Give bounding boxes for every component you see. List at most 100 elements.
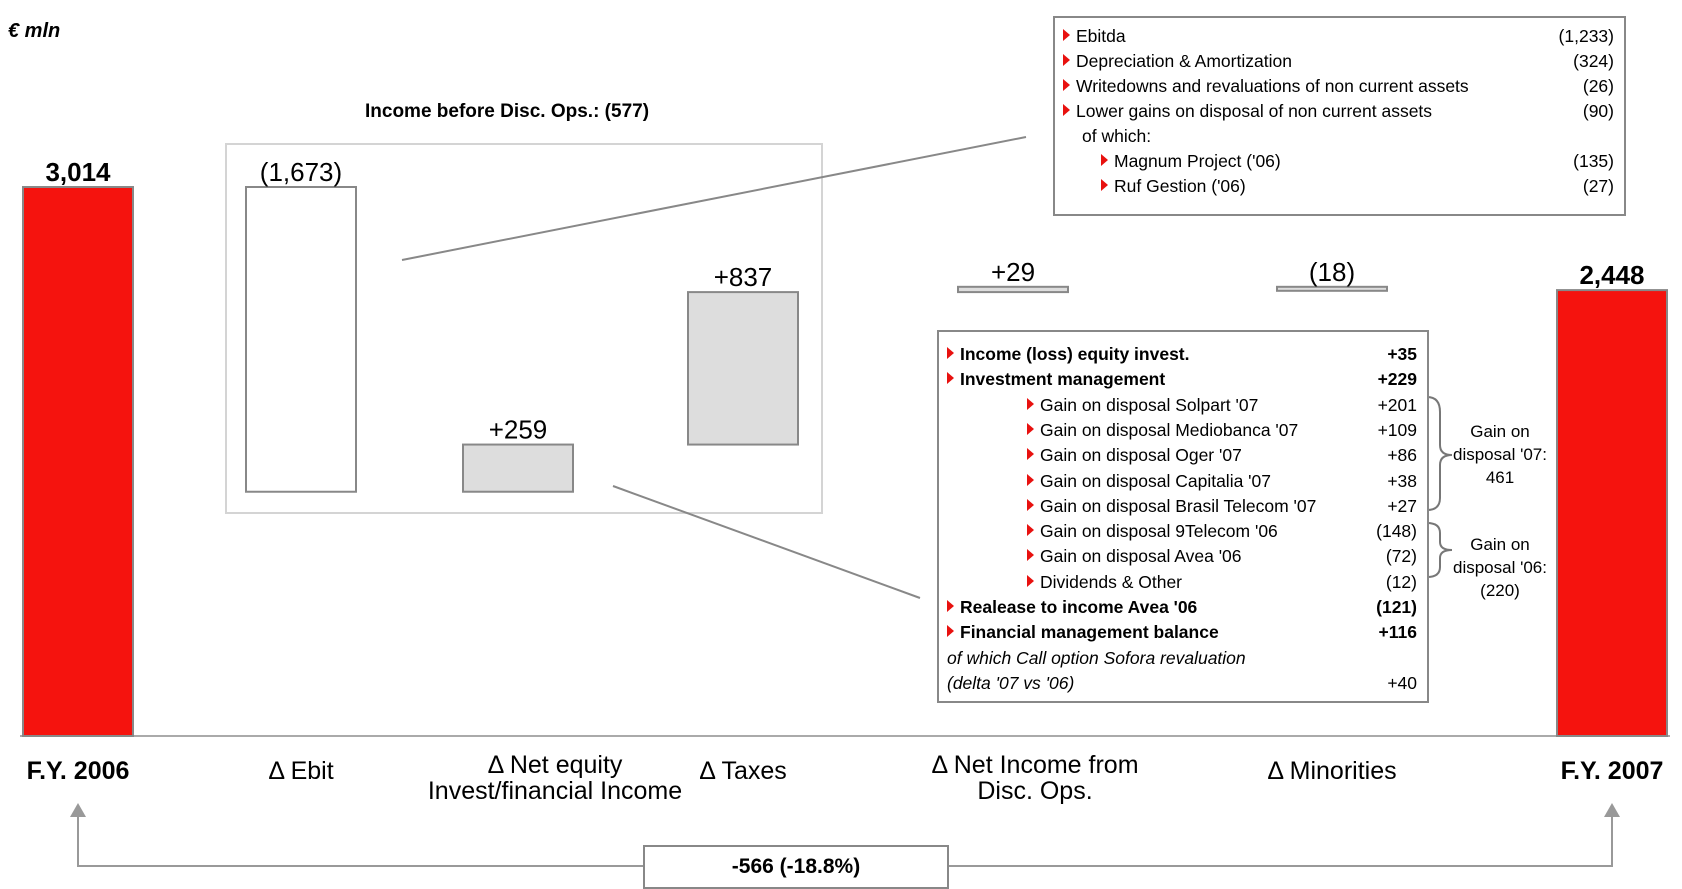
equity-item-row: Income (loss) equity invest. +35 xyxy=(939,344,1417,368)
category-label-6: F.Y. 2007 xyxy=(1560,757,1664,785)
value-label-1: (1,673) xyxy=(260,157,342,187)
equity-item-value: +201 xyxy=(1377,394,1417,415)
callout-line-ebit xyxy=(401,136,1027,261)
equity-item-value: +229 xyxy=(1377,369,1417,390)
equity-item-label: Dividends & Other xyxy=(1027,572,1182,593)
equity-item-row: Gain on disposal 9Telecom '06 (148) xyxy=(939,521,1417,545)
bullet-triangle-icon xyxy=(947,347,954,359)
arrow-up-left-icon xyxy=(70,803,86,817)
ebit-breakdown-callout: Ebitda (1,233) Depreciation & Amortization… xyxy=(1053,16,1626,216)
value-label-4: +29 xyxy=(991,257,1035,287)
bar-6 xyxy=(1556,289,1668,737)
bullet-triangle-icon xyxy=(1063,54,1070,66)
category-label-5: Δ Minorities xyxy=(1267,757,1397,785)
bullet-triangle-icon xyxy=(1027,574,1034,587)
ebit-item-value: (135) xyxy=(1573,151,1614,171)
equity-item-label: Gain on disposal Brasil Telecom '07 xyxy=(1027,496,1316,517)
equity-item-row: Gain on disposal Brasil Telecom '07 +27 xyxy=(939,496,1417,520)
ebit-item-label: Depreciation & Amortization xyxy=(1063,51,1292,72)
ebit-item-label: Magnum Project ('06) xyxy=(1101,151,1281,172)
total-change-connector xyxy=(77,815,1613,867)
bullet-triangle-icon xyxy=(1027,473,1034,486)
equity-item-label: Gain on disposal Oger '07 xyxy=(1027,445,1242,466)
brace-2006-icon xyxy=(1426,522,1453,578)
equity-item-row: Gain on disposal Oger '07 +86 xyxy=(939,445,1417,469)
equity-item-row: of which Call option Sofora revaluation xyxy=(939,648,1417,672)
value-label-3: +837 xyxy=(714,262,773,292)
ebit-item-value: (26) xyxy=(1582,76,1614,96)
equity-item-row: Realease to income Avea '06 (121) xyxy=(939,597,1417,621)
equity-item-value: +86 xyxy=(1387,445,1417,466)
bar-4 xyxy=(957,285,1069,294)
equity-item-value: (121) xyxy=(1376,597,1417,617)
ebit-item-value: (27) xyxy=(1582,176,1614,196)
bullet-triangle-icon xyxy=(1063,104,1070,116)
value-label-0: 3,014 xyxy=(45,157,111,187)
equity-item-value: +40 xyxy=(1387,672,1417,693)
bar-2 xyxy=(462,443,574,493)
equity-item-label: Realease to income Avea '06 xyxy=(947,597,1197,618)
bullet-triangle-icon xyxy=(1063,79,1070,91)
value-label-6: 2,448 xyxy=(1579,260,1644,290)
callout-line-equity xyxy=(612,485,921,599)
equity-item-row: Gain on disposal Avea '06 (72) xyxy=(939,546,1417,570)
equity-item-label: Gain on disposal Capitalia '07 xyxy=(1027,471,1271,492)
equity-item-value: (148) xyxy=(1376,521,1417,542)
equity-item-label: (delta '07 vs '06) xyxy=(947,672,1075,693)
ebit-item-label: Ebitda xyxy=(1063,26,1126,47)
value-label-5: (18) xyxy=(1309,257,1355,287)
bar-1 xyxy=(245,186,357,493)
equity-item-row: Financial management balance +116 xyxy=(939,622,1417,646)
bullet-triangle-icon xyxy=(947,600,954,612)
equity-item-value: (72) xyxy=(1385,546,1417,567)
unit-label: € mln xyxy=(8,20,61,42)
bullet-triangle-icon xyxy=(1027,397,1034,410)
category-label-4: Δ Net Income from Disc. Ops. xyxy=(931,751,1139,805)
value-label-2: +259 xyxy=(489,415,548,445)
equity-item-label: Gain on disposal Solpart '07 xyxy=(1027,395,1258,416)
category-label-3: Δ Taxes xyxy=(699,757,787,785)
equity-item-value: +109 xyxy=(1377,419,1417,440)
ebit-item-label: Writedowns and revaluations of non curre… xyxy=(1063,76,1469,97)
ebit-item-value: (324) xyxy=(1573,51,1614,71)
equity-item-row: Gain on disposal Solpart '07 +201 xyxy=(939,395,1417,419)
group-label: Income before Disc. Ops.: (577) xyxy=(365,101,650,122)
ebit-item-label: Ruf Gestion ('06) xyxy=(1101,176,1246,197)
bullet-triangle-icon xyxy=(1027,498,1034,511)
arrow-up-right-icon xyxy=(1604,803,1620,817)
ebit-item-row: Writedowns and revaluations of non curre… xyxy=(1055,76,1614,100)
equity-item-row: (delta '07 vs '06) +40 xyxy=(939,673,1417,697)
bullet-triangle-icon xyxy=(1027,524,1034,537)
equity-item-value: +116 xyxy=(1378,622,1417,643)
equity-item-label: Gain on disposal 9Telecom '06 xyxy=(1027,521,1278,542)
bullet-triangle-icon xyxy=(1027,422,1034,435)
ebit-item-label: of which: xyxy=(1082,126,1152,146)
bar-0 xyxy=(22,186,134,737)
equity-item-value: (12) xyxy=(1385,571,1417,592)
category-label-1: Δ Ebit xyxy=(268,757,334,785)
ebit-item-row: Depreciation & Amortization (324) xyxy=(1055,51,1614,75)
equity-item-row: Gain on disposal Capitalia '07 +38 xyxy=(939,471,1417,495)
bar-5 xyxy=(1276,285,1388,292)
equity-item-value: +27 xyxy=(1387,495,1417,516)
bullet-triangle-icon xyxy=(947,372,954,385)
equity-item-label: Income (loss) equity invest. xyxy=(947,344,1190,365)
ebit-item-row: of which: xyxy=(1055,126,1614,150)
brace-2007-label: Gain on disposal '07: 461 xyxy=(1453,422,1547,487)
ebit-item-row: Magnum Project ('06) (135) xyxy=(1055,151,1614,175)
ebit-item-row: Lower gains on disposal of non current a… xyxy=(1055,101,1614,125)
ebit-item-value: (1,233) xyxy=(1558,26,1614,46)
bullet-triangle-icon xyxy=(1101,179,1108,191)
equity-item-row: Dividends & Other (12) xyxy=(939,572,1417,596)
equity-item-label: of which Call option Sofora revaluation xyxy=(947,647,1246,668)
brace-2007-icon xyxy=(1426,396,1453,511)
ebit-item-row: Ruf Gestion ('06) (27) xyxy=(1055,176,1614,200)
equity-item-label: Financial management balance xyxy=(947,622,1219,643)
equity-item-label: Gain on disposal Mediobanca '07 xyxy=(1027,420,1298,441)
brace-2006-label: Gain on disposal '06: (220) xyxy=(1453,535,1547,600)
category-label-2: Δ Net equity Invest/financial Income xyxy=(427,751,683,805)
income-group-frame xyxy=(225,143,823,514)
total-change-box: -566 (-18.8%) xyxy=(643,845,949,889)
equity-item-label: Investment management xyxy=(947,369,1165,390)
